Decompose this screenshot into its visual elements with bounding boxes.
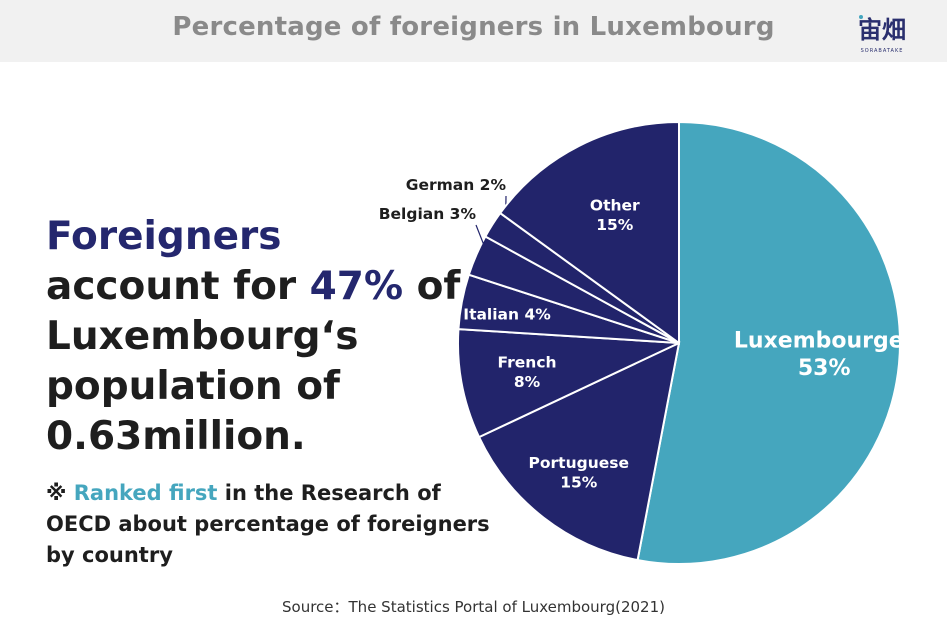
ranking-note: ※ Ranked first in the Research of OECD a… xyxy=(46,478,506,571)
headline: Foreigners account for 47% of Luxembourg… xyxy=(46,212,466,462)
slice-value-portuguese: 15% xyxy=(560,473,598,491)
pie-slice-portuguese xyxy=(477,341,681,562)
sorabatake-logo: 宙畑 SORABATAKE xyxy=(858,15,906,54)
pie-slice-other xyxy=(498,120,680,345)
slice-label-german: German 2% xyxy=(406,176,507,194)
source-citation: Source：The Statistics Portal of Luxembou… xyxy=(282,598,665,616)
leader-line-belgian xyxy=(475,224,491,262)
pie-slice-luxembourger xyxy=(636,120,901,565)
headline-subject: Foreigners xyxy=(46,214,282,259)
slice-label-portuguese: Portuguese xyxy=(529,454,629,472)
slice-value-french: 8% xyxy=(514,373,541,391)
headline-text-1: account for xyxy=(46,264,310,309)
note-mark: ※ xyxy=(46,481,74,505)
slice-label-french: French xyxy=(498,354,557,372)
logo-subtext: SORABATAKE xyxy=(861,48,904,54)
slice-label-luxembourger: Luxembourger xyxy=(734,329,915,354)
slice-label-other: Other xyxy=(590,197,640,215)
headline-text-2: of Luxembourg‘s population of 0.63millio… xyxy=(46,264,461,459)
note-text: in the Research of OECD about percentage… xyxy=(46,481,490,567)
note-highlight: Ranked first xyxy=(73,481,218,505)
header-bar: Percentage of foreigners in Luxembourg 宙… xyxy=(0,0,947,62)
logo-star-icon xyxy=(859,15,863,19)
slice-value-luxembourger: 53% xyxy=(798,356,851,381)
slice-value-other: 15% xyxy=(596,216,634,234)
headline-percent: 47% xyxy=(309,264,404,309)
pie-slice-french xyxy=(457,328,680,439)
slice-label-belgian: Belgian 3% xyxy=(379,205,477,223)
page-title: Percentage of foreigners in Luxembourg xyxy=(172,12,775,42)
logo-text: 宙畑 xyxy=(858,16,906,44)
slice-label-italian: Italian 4% xyxy=(463,305,551,323)
